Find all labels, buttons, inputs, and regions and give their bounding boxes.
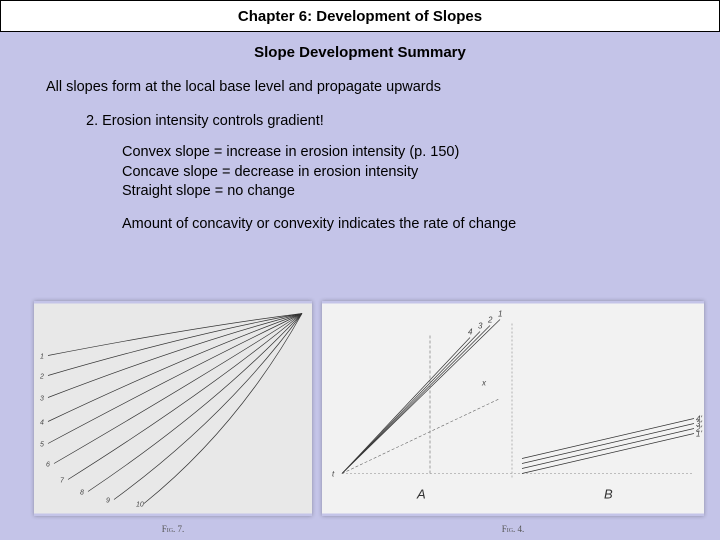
summary-sublines: Convex slope = increase in erosion inten… [122, 143, 720, 202]
summary-line-3: Amount of concavity or convexity indicat… [122, 216, 720, 232]
figure-left-wrap: 12345678910 Fig. 7. [34, 301, 312, 534]
svg-text:2: 2 [39, 374, 44, 381]
svg-text:5: 5 [40, 442, 44, 449]
svg-text:10: 10 [136, 502, 144, 509]
svg-text:4: 4 [468, 328, 473, 337]
svg-text:8: 8 [80, 490, 84, 497]
svg-text:4': 4' [696, 415, 702, 424]
slide-subtitle: Slope Development Summary [0, 44, 720, 61]
figures-row: 12345678910 Fig. 7. t1234xA1'2'3'4'B Fig… [34, 301, 704, 534]
slide: Chapter 6: Development of Slopes Slope D… [0, 0, 720, 540]
svg-text:1: 1 [498, 310, 502, 319]
svg-text:9: 9 [106, 498, 110, 505]
svg-text:6: 6 [46, 462, 50, 469]
summary-line-2: 2. Erosion intensity controls gradient! [86, 113, 720, 129]
svg-text:B: B [604, 487, 613, 502]
svg-text:1: 1 [40, 354, 44, 361]
svg-text:4: 4 [40, 420, 44, 427]
summary-line-1: All slopes form at the local base level … [46, 79, 720, 95]
svg-text:3: 3 [478, 322, 483, 331]
figure-7-caption: Fig. 7. [34, 524, 312, 534]
svg-text:A: A [416, 487, 426, 502]
figure-4-svg: t1234xA1'2'3'4'B [322, 301, 704, 516]
body-area: Slope Development Summary All slopes for… [0, 32, 720, 540]
title-bar: Chapter 6: Development of Slopes [0, 0, 720, 32]
subline-concave: Concave slope = decrease in erosion inte… [122, 163, 720, 183]
figure-7-svg: 12345678910 [34, 301, 312, 516]
svg-text:3: 3 [40, 396, 44, 403]
figure-4-caption: Fig. 4. [322, 524, 704, 534]
subline-straight: Straight slope = no change [122, 182, 720, 202]
svg-text:2: 2 [487, 316, 493, 325]
chapter-title: Chapter 6: Development of Slopes [238, 8, 482, 25]
subline-convex: Convex slope = increase in erosion inten… [122, 143, 720, 163]
figure-right-wrap: t1234xA1'2'3'4'B Fig. 4. [322, 301, 704, 534]
